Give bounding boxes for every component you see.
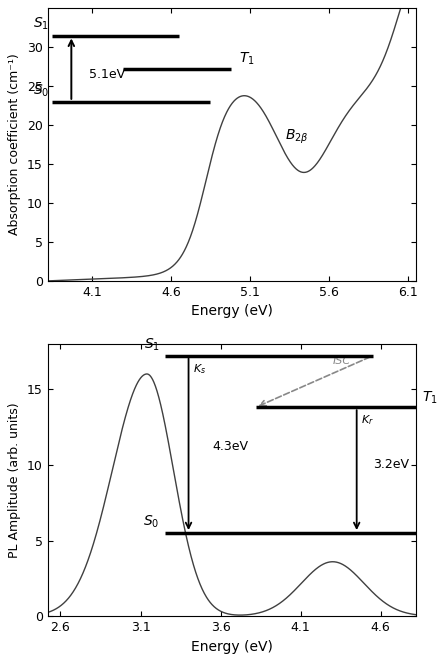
- X-axis label: Energy (eV): Energy (eV): [191, 639, 273, 653]
- Text: $S_0$: $S_0$: [144, 514, 160, 530]
- Text: 5.1eV: 5.1eV: [89, 68, 125, 81]
- Text: $S_1$: $S_1$: [144, 336, 160, 353]
- Text: $K_s$: $K_s$: [194, 362, 206, 375]
- Y-axis label: PL Amplitude (arb. units): PL Amplitude (arb. units): [8, 402, 21, 558]
- Text: $T_1$: $T_1$: [422, 389, 438, 406]
- Y-axis label: Absorption coefficient (cm⁻¹): Absorption coefficient (cm⁻¹): [8, 54, 21, 236]
- Text: $T_1$: $T_1$: [239, 50, 255, 67]
- Text: $S_0$: $S_0$: [33, 82, 49, 99]
- X-axis label: Energy (eV): Energy (eV): [191, 305, 273, 318]
- Text: $K_r$: $K_r$: [362, 413, 374, 427]
- Text: 4.3eV: 4.3eV: [213, 440, 248, 453]
- Text: $B_{2\beta}$: $B_{2\beta}$: [285, 128, 308, 146]
- Text: $S_1$: $S_1$: [33, 16, 49, 32]
- Text: ISC: ISC: [333, 356, 351, 366]
- Text: 3.2eV: 3.2eV: [373, 458, 409, 471]
